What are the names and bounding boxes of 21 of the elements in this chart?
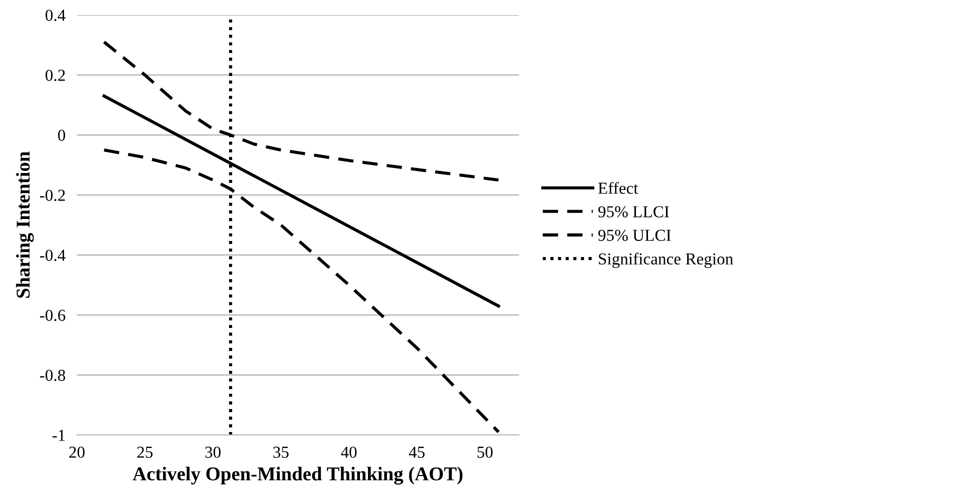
x-tick-label: 35: [273, 446, 289, 458]
x-tick-label: 40: [340, 446, 357, 458]
legend-label: Significance Region: [598, 252, 734, 268]
x-tick-label: 20: [69, 446, 85, 458]
legend-label: 95% ULCI: [598, 230, 671, 241]
y-tick-label: 0.2: [46, 70, 65, 82]
legend-label: 95% LLCI: [598, 206, 669, 218]
y-tick-label: -0.4: [40, 250, 66, 262]
y-tick-label: -1: [52, 430, 65, 441]
y-tick-label: -0.6: [40, 310, 66, 322]
x-tick-label: 30: [205, 446, 221, 458]
legend-label: Effect: [598, 182, 638, 194]
x-tick-label: 45: [408, 446, 425, 458]
x-tick-label: 50: [478, 446, 493, 458]
y-axis-title: Sharing Intention: [16, 152, 34, 298]
y-tick-label: 0.4: [46, 10, 66, 22]
x-axis-title: Actively Open-Minded Thinking (AOT): [132, 466, 462, 485]
x-tick-label: 25: [137, 446, 153, 458]
y-tick-label: -0.2: [40, 190, 65, 202]
y-tick-label: -0.8: [40, 370, 66, 382]
y-tick-label: 0: [58, 130, 66, 141]
